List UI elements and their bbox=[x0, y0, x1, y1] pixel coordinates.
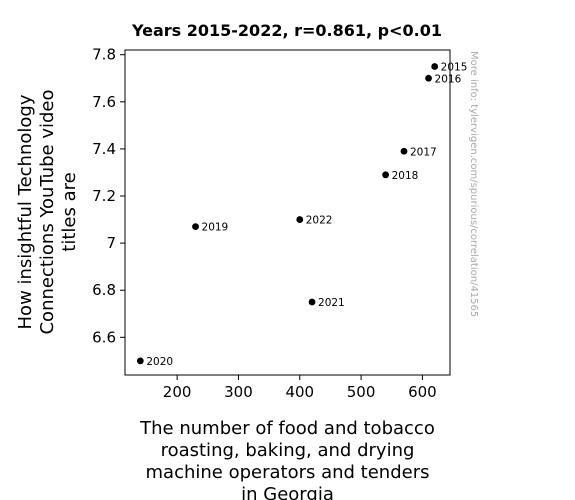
x-tick-label: 200 bbox=[163, 383, 192, 401]
data-point bbox=[425, 74, 432, 82]
plot-area bbox=[124, 49, 451, 376]
x-tick-label: 400 bbox=[285, 383, 314, 401]
x-tick-label: 600 bbox=[408, 383, 437, 401]
y-axis-label-line: Connections YouTube video bbox=[37, 89, 58, 334]
x-axis: 200 300 400 500 600 bbox=[163, 375, 437, 401]
x-axis-label-line: The number of food and tobacco bbox=[139, 418, 435, 439]
y-tick-label: 7.6 bbox=[92, 93, 116, 111]
data-point-label: 2021 bbox=[318, 297, 345, 309]
y-tick-label: 6.6 bbox=[92, 328, 116, 346]
data-point-label: 2019 bbox=[202, 222, 229, 234]
source-note: More info: tylervigen.com/spurious/corre… bbox=[468, 51, 479, 317]
y-axis: 6.6 6.8 7 7.2 7.4 7.6 7.8 bbox=[92, 46, 125, 346]
y-tick-label: 6.8 bbox=[92, 281, 116, 299]
x-axis-label-line: machine operators and tenders bbox=[146, 462, 430, 483]
data-point-label: 2018 bbox=[392, 170, 419, 182]
data-point bbox=[400, 147, 408, 155]
y-axis-label-line: How insightful Technology bbox=[15, 94, 36, 329]
y-tick-label: 7.4 bbox=[92, 140, 116, 158]
data-point-label: 2022 bbox=[306, 215, 333, 227]
x-tick-label: 300 bbox=[224, 383, 253, 401]
data-point bbox=[431, 63, 439, 70]
x-axis-label-line: in Georgia bbox=[241, 484, 334, 500]
data-point bbox=[382, 171, 390, 179]
y-axis-label-line: titles are bbox=[59, 172, 80, 251]
data-point bbox=[136, 357, 144, 365]
x-axis-label-line: roasting, baking, and drying bbox=[161, 440, 415, 461]
data-point bbox=[296, 216, 304, 223]
y-tick-label: 7.2 bbox=[92, 187, 116, 205]
x-axis-label: The number of food and tobacco roasting, … bbox=[139, 418, 435, 500]
chart-title: Years 2015-2022, r=0.861, p<0.01 bbox=[131, 21, 442, 40]
data-point-label: 2017 bbox=[410, 146, 437, 158]
data-point-label: 2016 bbox=[435, 73, 462, 85]
y-tick-label: 7.8 bbox=[92, 46, 116, 64]
y-axis-label: How insightful TechnologyConnections You… bbox=[15, 89, 80, 334]
data-point-label: 2020 bbox=[146, 356, 173, 368]
data-point bbox=[192, 223, 199, 231]
x-tick-label: 500 bbox=[347, 383, 376, 401]
y-tick-label: 7 bbox=[106, 234, 116, 252]
data-point-label: 2015 bbox=[441, 61, 468, 73]
data-point bbox=[308, 298, 316, 306]
